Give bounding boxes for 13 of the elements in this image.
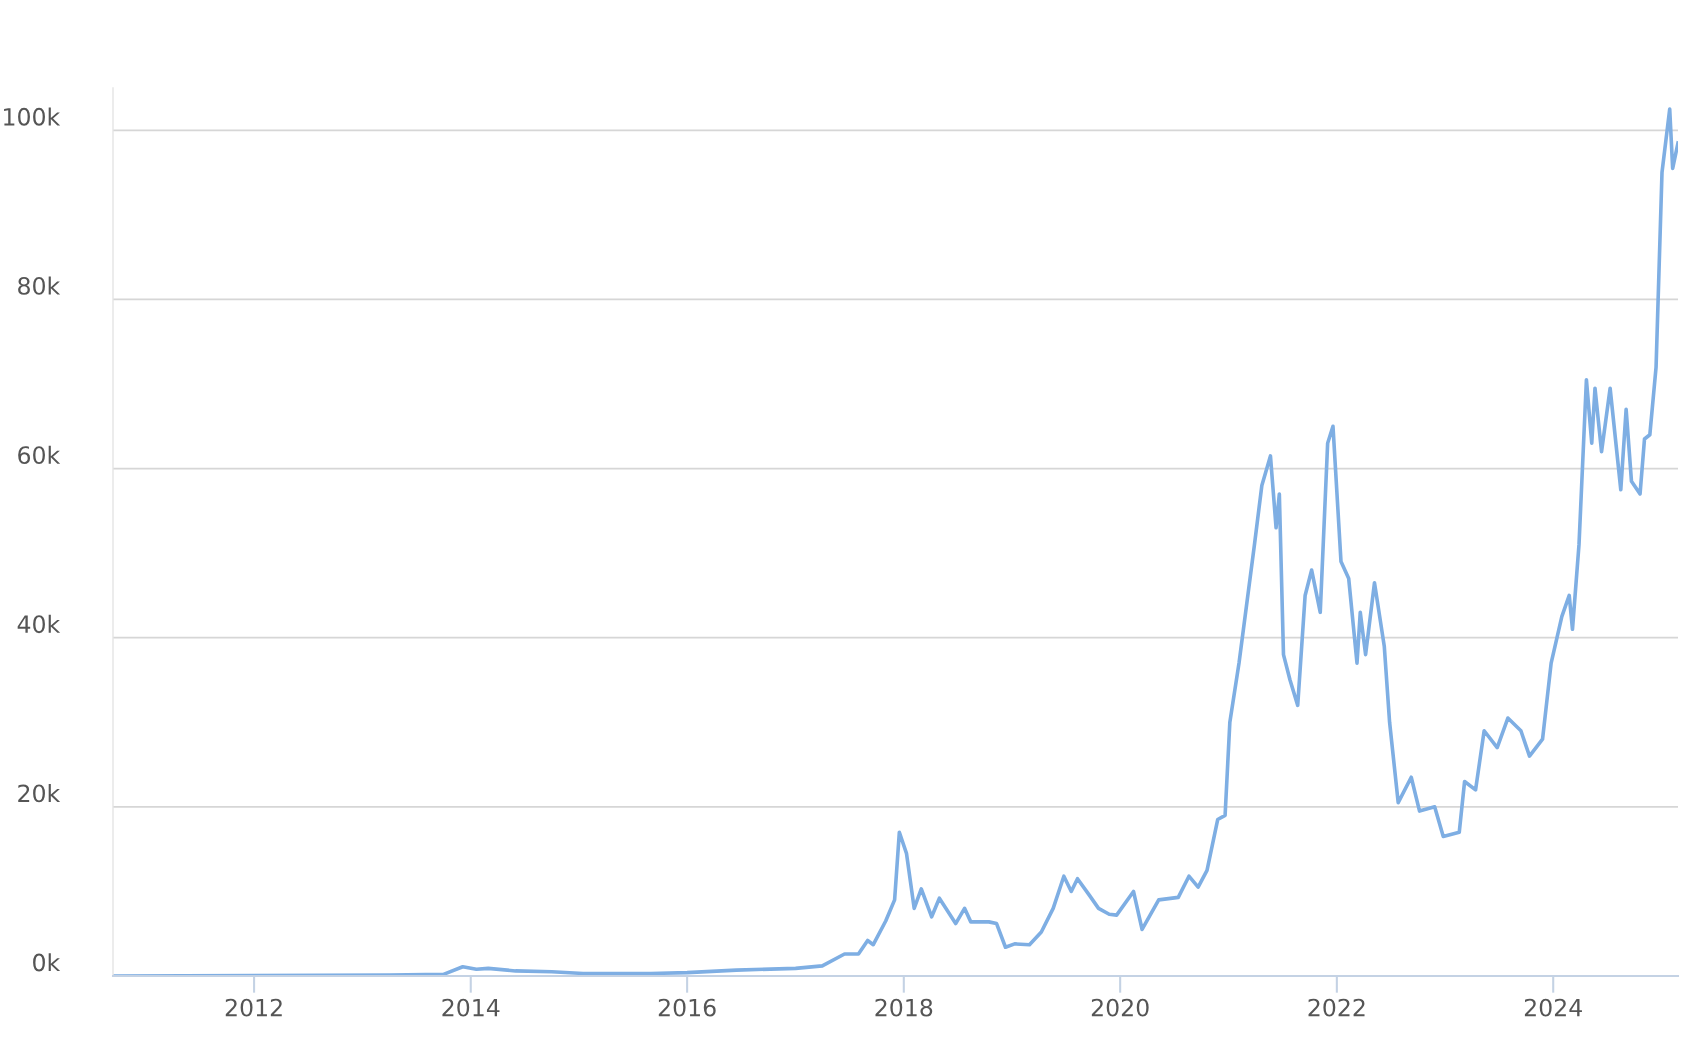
x-tick-label: 2022: [1308, 998, 1365, 1017]
x-tick-label: 2016: [658, 998, 716, 1017]
y-tick-label: 100k: [4, 107, 61, 126]
x-tick-label: 2024: [1524, 998, 1582, 1017]
x-tick-label: 2012: [225, 998, 282, 1017]
y-tick-label: 60k: [18, 445, 61, 464]
y-tick-label: 40k: [17, 614, 61, 634]
y-tick-label: 20k: [18, 784, 61, 803]
x-tick-label: 2020: [1091, 998, 1149, 1017]
x-tick-label: 2014: [442, 998, 500, 1017]
y-tick-label: 0k: [33, 953, 61, 972]
y-tick-label: 80k: [18, 276, 61, 295]
x-tick-label: 2018: [875, 998, 933, 1017]
